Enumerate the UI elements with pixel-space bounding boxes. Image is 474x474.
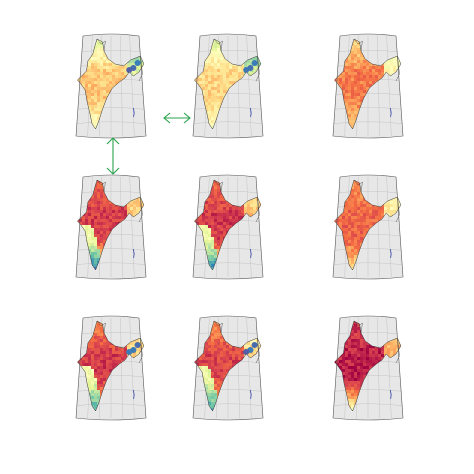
map-frame xyxy=(75,33,147,139)
coastline xyxy=(194,179,262,271)
horizontal-double-arrow xyxy=(163,112,191,124)
map-panel-r3c1 xyxy=(75,315,147,421)
coastline xyxy=(194,38,262,130)
coastline xyxy=(334,320,402,412)
map-panels-grid xyxy=(75,33,404,421)
coastline xyxy=(77,179,145,271)
arrow-annotations xyxy=(106,112,191,175)
map-frame xyxy=(332,174,404,280)
coastline xyxy=(77,38,145,130)
map-frame xyxy=(192,174,264,280)
coastline xyxy=(194,320,262,412)
vertical-double-arrow xyxy=(106,137,120,175)
island-markers xyxy=(390,248,392,259)
map-panel-r3c3 xyxy=(332,315,404,421)
island-markers xyxy=(390,389,392,400)
island-markers xyxy=(133,107,135,118)
island-markers xyxy=(250,389,252,400)
map-frame xyxy=(332,315,404,421)
island-markers xyxy=(250,107,252,118)
island-markers xyxy=(390,107,392,118)
map-frame xyxy=(332,33,404,139)
map-panel-r2c1 xyxy=(75,174,147,280)
map-panel-r2c3 xyxy=(332,174,404,280)
map-panel-r1c1 xyxy=(75,33,147,139)
map-panel-r3c2 xyxy=(192,315,264,421)
island-markers xyxy=(133,248,135,259)
coastline xyxy=(334,179,402,271)
island-markers xyxy=(250,248,252,259)
island-markers xyxy=(133,389,135,400)
coastline xyxy=(334,38,402,130)
map-frame xyxy=(75,315,147,421)
map-panel-r1c2 xyxy=(192,33,264,139)
map-frame xyxy=(192,33,264,139)
map-panel-r2c2 xyxy=(192,174,264,280)
map-panel-r1c3 xyxy=(332,33,404,139)
map-frame xyxy=(192,315,264,421)
coastline xyxy=(77,320,145,412)
map-frame xyxy=(75,174,147,280)
